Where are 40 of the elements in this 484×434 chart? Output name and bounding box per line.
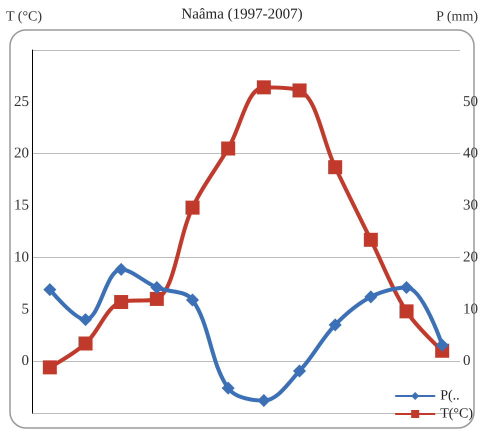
y-tick-label: 20 [14,146,29,162]
point [328,160,342,174]
y2-axis-title: P (mm) [436,10,478,24]
y-tick-label: 15 [14,198,29,214]
y2-tick-label: 10 [463,301,478,318]
y2-tick-label: 40 [463,146,478,162]
y-axis-title: T (°C) [6,10,42,24]
point [256,80,271,94]
point [150,281,164,294]
point [364,290,378,304]
point [150,292,164,306]
point [186,200,200,215]
legend-label: P(.. [440,388,460,404]
point [257,394,270,408]
legend-label: T(°C) [440,406,474,422]
y-tick-label: 10 [14,249,29,266]
y-tick-label: 0 [22,353,29,370]
point [293,364,306,378]
point [221,142,236,156]
y2-tick-label: 20 [463,249,478,266]
point [222,382,235,395]
point [43,283,56,296]
point [328,318,342,332]
point [114,295,128,310]
y2-tick-label: 30 [463,198,478,214]
point [186,293,199,306]
point [42,360,57,374]
y2-tick-label: 0 [463,353,470,370]
point [78,336,92,351]
point [436,338,449,352]
point [400,281,413,294]
point [292,83,306,98]
y-tick-label: 5 [22,301,29,318]
y2-tick-label: 50 [463,94,478,110]
point [79,313,92,326]
point [400,304,414,318]
point [364,232,378,247]
point [114,262,128,276]
chart-title: Naâma (1997-2007) [181,6,303,22]
y-tick-label: 25 [14,94,29,110]
